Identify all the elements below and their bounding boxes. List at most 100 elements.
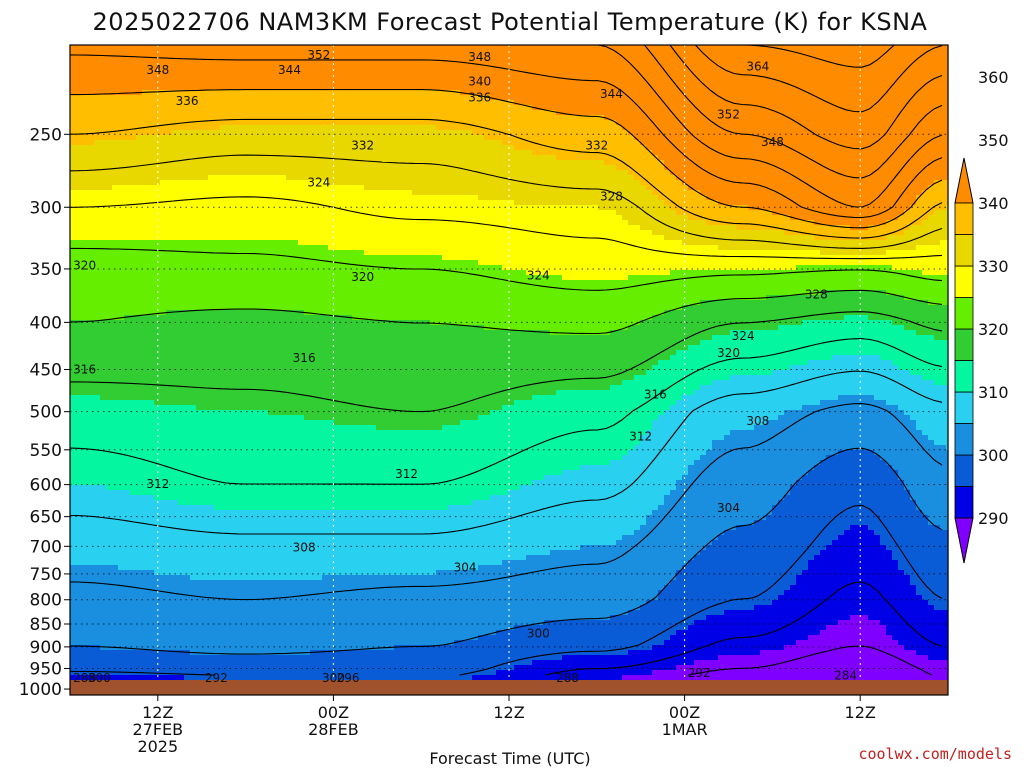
theta-cell	[292, 140, 299, 146]
theta-cell	[160, 515, 167, 521]
theta-cell	[190, 165, 197, 171]
theta-cell	[190, 420, 197, 426]
theta-cell	[244, 375, 251, 381]
theta-cell	[262, 290, 269, 296]
theta-cell	[178, 45, 185, 51]
theta-cell	[88, 355, 95, 361]
theta-cell	[118, 190, 125, 196]
theta-cell	[100, 410, 107, 416]
theta-cell	[244, 550, 251, 556]
theta-cell	[178, 430, 185, 436]
theta-cell	[142, 600, 149, 606]
theta-cell	[106, 485, 113, 491]
theta-cell	[184, 425, 191, 431]
theta-cell	[106, 345, 113, 351]
theta-cell	[94, 525, 101, 531]
theta-cell	[268, 405, 275, 411]
theta-cell	[286, 185, 293, 191]
theta-cell	[166, 295, 173, 301]
theta-cell	[298, 520, 305, 526]
theta-cell	[148, 605, 155, 611]
theta-cell	[142, 495, 149, 501]
theta-cell	[184, 640, 191, 646]
theta-cell	[220, 655, 227, 661]
theta-cell	[82, 475, 89, 481]
theta-cell	[268, 620, 275, 626]
theta-cell	[304, 120, 311, 126]
theta-cell	[82, 290, 89, 296]
theta-cell	[178, 440, 185, 446]
theta-cell	[70, 605, 77, 611]
theta-cell	[76, 225, 83, 231]
theta-cell	[226, 320, 233, 326]
theta-cell	[250, 110, 257, 116]
theta-cell	[226, 380, 233, 386]
theta-cell	[178, 450, 185, 456]
theta-cell	[172, 660, 179, 666]
theta-cell	[190, 505, 197, 511]
theta-cell	[118, 455, 125, 461]
theta-cell	[238, 515, 245, 521]
theta-cell	[286, 80, 293, 86]
theta-cell	[268, 285, 275, 291]
theta-cell	[304, 210, 311, 216]
theta-cell	[232, 190, 239, 196]
theta-cell	[88, 610, 95, 616]
theta-cell	[292, 240, 299, 246]
theta-cell	[256, 430, 263, 436]
theta-cell	[274, 670, 281, 676]
theta-cell	[196, 275, 203, 281]
theta-cell	[130, 615, 137, 621]
theta-cell	[124, 410, 131, 416]
theta-cell	[202, 165, 209, 171]
theta-cell	[268, 50, 275, 56]
theta-cell	[220, 450, 227, 456]
theta-cell	[82, 215, 89, 221]
theta-cell	[178, 215, 185, 221]
theta-cell	[118, 540, 125, 546]
theta-cell	[142, 135, 149, 141]
theta-cell	[172, 335, 179, 341]
theta-cell	[130, 535, 137, 541]
theta-cell	[76, 235, 83, 241]
theta-cell	[100, 185, 107, 191]
theta-cell	[178, 630, 185, 636]
theta-cell	[298, 500, 305, 506]
theta-cell	[286, 500, 293, 506]
theta-cell	[148, 465, 155, 471]
theta-cell	[178, 535, 185, 541]
theta-cell	[220, 510, 227, 516]
theta-cell	[268, 290, 275, 296]
theta-cell	[100, 605, 107, 611]
theta-cell	[214, 585, 221, 591]
theta-cell	[148, 495, 155, 501]
theta-cell	[220, 140, 227, 146]
theta-cell	[220, 540, 227, 546]
theta-cell	[148, 615, 155, 621]
theta-cell	[292, 170, 299, 176]
theta-cell	[160, 245, 167, 251]
theta-cell	[148, 250, 155, 256]
theta-cell	[130, 505, 137, 511]
theta-cell	[286, 590, 293, 596]
theta-cell	[112, 215, 119, 221]
theta-cell	[196, 70, 203, 76]
theta-cell	[178, 585, 185, 591]
theta-cell	[274, 600, 281, 606]
theta-cell	[160, 530, 167, 536]
theta-cell	[148, 95, 155, 101]
theta-cell	[124, 390, 131, 396]
theta-cell	[268, 245, 275, 251]
theta-cell	[250, 460, 257, 466]
theta-cell	[220, 550, 227, 556]
theta-cell	[238, 655, 245, 661]
theta-cell	[256, 50, 263, 56]
theta-cell	[136, 225, 143, 231]
theta-cell	[256, 535, 263, 541]
theta-cell	[298, 140, 305, 146]
theta-cell	[160, 220, 167, 226]
theta-cell	[70, 410, 77, 416]
theta-cell	[214, 520, 221, 526]
theta-cell	[244, 490, 251, 496]
theta-cell	[82, 275, 89, 281]
